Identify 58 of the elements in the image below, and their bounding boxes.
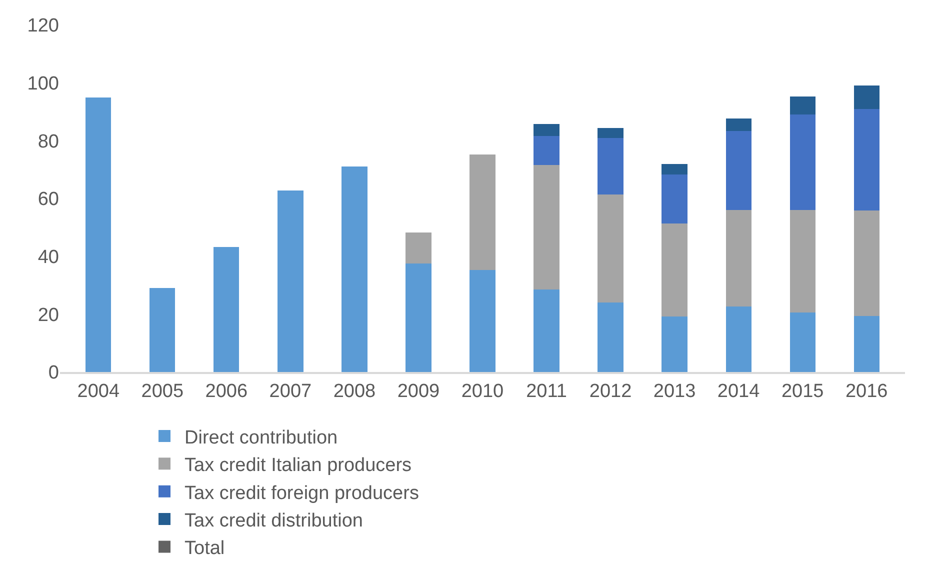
bar bbox=[790, 96, 816, 114]
y-tick-label: 100 bbox=[27, 73, 59, 94]
bar bbox=[790, 312, 816, 372]
legend-label: Tax credit distribution bbox=[184, 510, 363, 532]
bar bbox=[598, 138, 624, 194]
legend-label: Direct contribution bbox=[184, 427, 338, 448]
bar bbox=[86, 97, 112, 372]
bar bbox=[854, 108, 880, 211]
x-tick-label: 2004 bbox=[77, 380, 120, 402]
bar bbox=[598, 302, 624, 372]
bar bbox=[854, 316, 880, 372]
bar bbox=[726, 210, 752, 307]
bar bbox=[790, 210, 816, 312]
x-tick-label: 2016 bbox=[845, 380, 888, 402]
bar bbox=[598, 128, 624, 138]
x-tick-label: 2008 bbox=[333, 380, 376, 402]
bar bbox=[790, 114, 816, 210]
bar bbox=[598, 194, 624, 303]
bar bbox=[534, 164, 560, 290]
x-tick-label: 2013 bbox=[653, 380, 696, 402]
bar bbox=[406, 263, 432, 372]
y-tick-label: 0 bbox=[48, 362, 59, 384]
x-tick-label: 2015 bbox=[781, 380, 824, 402]
y-tick-label: 20 bbox=[38, 304, 59, 326]
x-tick-label: 2012 bbox=[589, 380, 632, 402]
legend-label: Tax credit foreign producers bbox=[184, 482, 419, 504]
bar bbox=[534, 124, 560, 136]
bar bbox=[278, 190, 304, 372]
y-tick-label: 80 bbox=[38, 131, 59, 152]
bar bbox=[406, 232, 432, 264]
x-tick-label: 2011 bbox=[526, 380, 567, 402]
bar bbox=[470, 154, 496, 270]
bar bbox=[726, 130, 752, 210]
x-tick-label: 2006 bbox=[205, 380, 248, 402]
y-tick-label: 120 bbox=[27, 16, 59, 37]
bar bbox=[534, 136, 560, 165]
bar bbox=[726, 118, 752, 131]
bar bbox=[726, 306, 752, 372]
x-tick-label: 2007 bbox=[269, 380, 312, 402]
bar bbox=[214, 246, 240, 372]
bar bbox=[470, 270, 496, 372]
bar bbox=[662, 164, 688, 174]
x-tick-label: 2010 bbox=[461, 380, 504, 402]
x-tick-label: 2014 bbox=[717, 380, 760, 402]
y-tick-label: 40 bbox=[38, 246, 59, 268]
bar bbox=[854, 210, 880, 316]
x-tick-label: 2005 bbox=[141, 380, 184, 402]
y-tick-label: 60 bbox=[38, 189, 59, 210]
bar bbox=[662, 174, 688, 224]
bar bbox=[662, 316, 688, 372]
bar bbox=[854, 86, 880, 109]
bar bbox=[150, 288, 176, 372]
legend-label: Total bbox=[184, 538, 225, 560]
bar bbox=[534, 290, 560, 372]
legend-label: Tax credit Italian producers bbox=[184, 455, 412, 476]
bar bbox=[342, 166, 368, 372]
bar bbox=[662, 224, 688, 316]
x-tick-label: 2009 bbox=[397, 380, 440, 402]
